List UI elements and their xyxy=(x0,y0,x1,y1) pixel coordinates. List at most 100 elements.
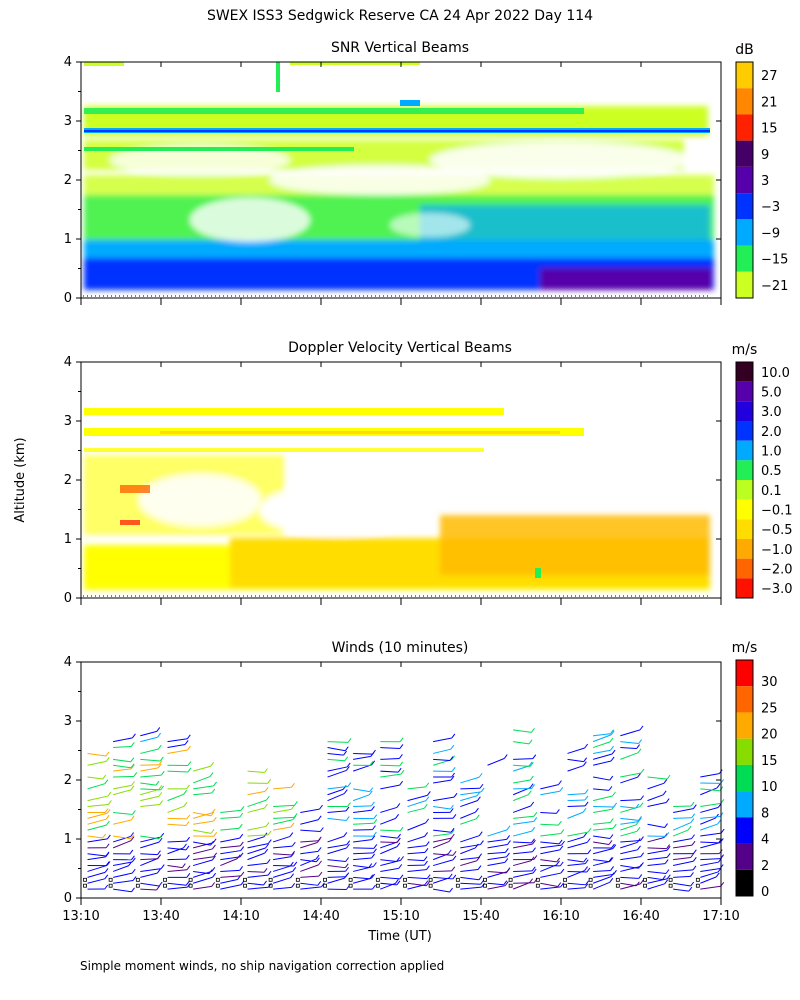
wind-barb-flag xyxy=(450,827,455,833)
wind-barb-flag xyxy=(609,737,614,743)
wind-barb xyxy=(193,785,214,790)
wind-barb xyxy=(220,809,241,813)
wind-barb-flag xyxy=(210,829,215,834)
wind-barb xyxy=(327,876,346,878)
wind-barb xyxy=(513,851,533,855)
wind-barb xyxy=(113,784,132,790)
wind-barb-flag xyxy=(690,881,695,887)
wind-barb-flag xyxy=(106,834,111,840)
wind-barb xyxy=(593,848,613,855)
wind-barb xyxy=(112,865,129,872)
wind-barb-flag xyxy=(399,780,404,786)
wind-barb xyxy=(140,736,158,743)
wind-barb-flag xyxy=(319,827,324,832)
wind-barb-flag xyxy=(104,884,109,890)
winds-colorbar-label: 4 xyxy=(761,833,769,848)
wind-barb-flag xyxy=(609,775,614,781)
doppler-layer-2.8km-edge xyxy=(160,431,560,434)
wind-barb xyxy=(140,774,162,778)
wind-barb-flag xyxy=(480,840,484,845)
wind-barb xyxy=(193,820,214,825)
wind-barb xyxy=(380,817,396,825)
doppler-colorbar-swatch xyxy=(736,558,753,579)
snr-layer-2.5km xyxy=(84,147,354,151)
wind-barb xyxy=(407,882,427,887)
wind-barb-flag xyxy=(213,781,217,787)
wind-barb xyxy=(247,874,269,878)
wind-barb xyxy=(407,851,426,855)
wind-barb-flag xyxy=(131,781,135,786)
wind-barb-flag xyxy=(212,844,216,850)
wind-barb-flag xyxy=(662,790,667,796)
wind-calm-marker xyxy=(403,883,407,888)
wind-barb-flag xyxy=(425,818,430,824)
wind-barb xyxy=(620,806,641,813)
wind-barb-flag xyxy=(447,849,452,855)
wind-barb xyxy=(407,822,426,831)
wind-barb-flag xyxy=(132,733,136,739)
wind-barb xyxy=(273,786,292,790)
doppler-colorbar-label: −2.0 xyxy=(761,563,793,578)
wind-barb-flag xyxy=(156,727,161,732)
wind-barb-flag xyxy=(183,801,188,807)
wind-barb-flag xyxy=(131,855,135,861)
wind-calm-marker xyxy=(375,883,380,888)
doppler-ytick-label: 4 xyxy=(64,355,72,370)
snr-panel-title: SNR Vertical Beams xyxy=(331,40,469,56)
wind-barb xyxy=(567,747,585,754)
wind-barb-flag xyxy=(478,853,483,858)
wind-barb xyxy=(647,849,668,855)
wind-barb xyxy=(672,829,689,837)
wind-barb xyxy=(647,823,665,829)
wind-barb xyxy=(673,838,692,843)
wind-calm-marker xyxy=(323,877,327,882)
snr-colorbar-label: −15 xyxy=(761,253,788,268)
wind-barb xyxy=(700,841,721,849)
wind-barb xyxy=(672,822,692,831)
wind-barb xyxy=(593,860,611,867)
wind-barb-flag xyxy=(396,880,401,886)
wind-barb-flag xyxy=(531,838,535,844)
wind-barb-flag xyxy=(635,803,640,809)
wind-barb xyxy=(592,876,612,884)
wind-barb xyxy=(592,741,611,749)
wind-barb-flag xyxy=(609,834,614,839)
wind-barb-flag xyxy=(105,757,110,762)
wind-calm-marker xyxy=(243,883,247,888)
wind-barb xyxy=(487,885,506,890)
wind-barb-flag xyxy=(185,821,190,826)
wind-barb-flag xyxy=(344,863,349,868)
wind-barb-flag xyxy=(507,840,511,845)
doppler-ytick-label: 2 xyxy=(64,473,72,488)
snr-purple-band xyxy=(540,268,712,290)
wind-barb xyxy=(300,850,319,855)
wind-barb-flag xyxy=(717,819,721,825)
wind-barb-flag xyxy=(263,867,268,873)
wind-barb xyxy=(193,811,212,817)
wind-barb-flag xyxy=(451,866,456,872)
wind-barb-flag xyxy=(587,827,592,833)
snr-gap xyxy=(430,142,690,178)
wind-barb-flag xyxy=(186,873,191,878)
wind-barb-flag xyxy=(559,786,564,792)
wind-barb-flag xyxy=(481,882,485,888)
doppler-gap xyxy=(140,475,260,525)
winds-ytick-label: 1 xyxy=(64,832,72,847)
wind-barb xyxy=(140,748,159,754)
wind-barb-flag xyxy=(264,768,268,773)
wind-barb xyxy=(487,861,505,867)
wind-barb xyxy=(593,841,610,845)
wind-barb xyxy=(167,817,187,820)
wind-calm-marker xyxy=(135,877,140,882)
wind-barb-flag xyxy=(640,852,645,857)
wind-barb xyxy=(247,852,265,861)
wind-barb xyxy=(647,794,664,802)
snr-colorbar-swatch xyxy=(736,88,753,115)
wind-barb xyxy=(620,824,637,831)
wind-barb xyxy=(593,821,611,825)
wind-barb xyxy=(300,864,319,872)
wind-barb xyxy=(593,859,610,863)
wind-barb xyxy=(700,868,721,872)
wind-barb-flag xyxy=(666,774,671,780)
